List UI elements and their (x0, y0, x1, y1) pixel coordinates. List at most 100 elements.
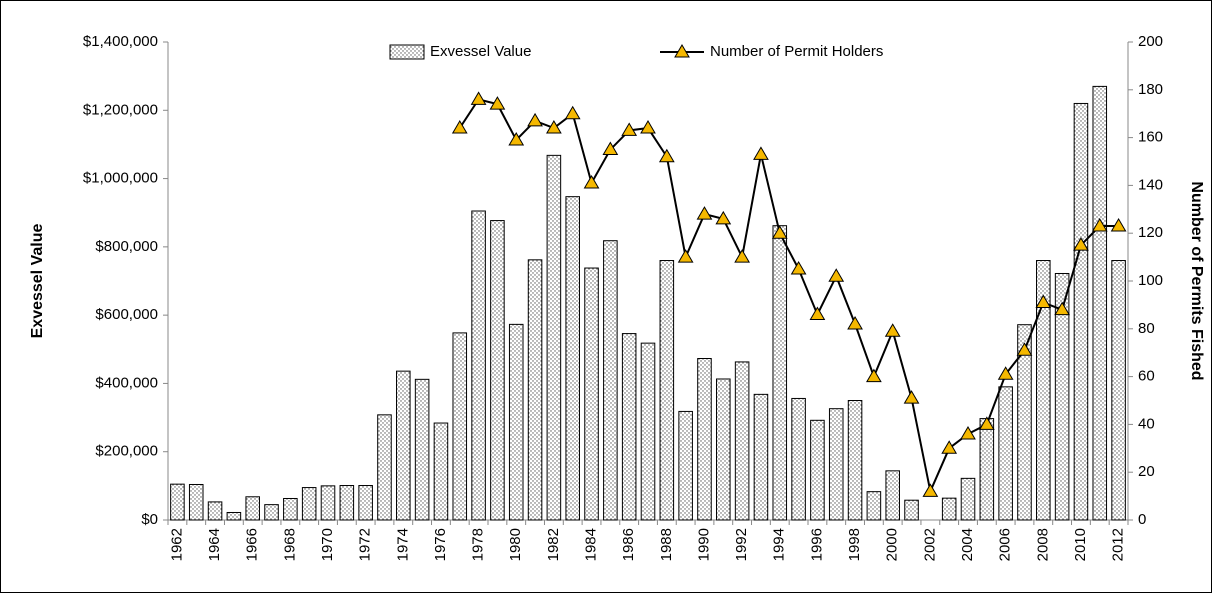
marker (546, 120, 562, 134)
y2-tick-label: 100 (1138, 272, 1163, 289)
bar (885, 470, 900, 521)
bar (264, 504, 279, 521)
bar (659, 260, 675, 521)
legend-marker (674, 44, 690, 58)
bar (283, 497, 298, 521)
bar (414, 378, 430, 521)
bar (339, 485, 355, 521)
y2-tick-label: 40 (1138, 415, 1155, 432)
bar (904, 499, 919, 521)
marker (790, 261, 807, 275)
bar (471, 210, 486, 521)
marker (621, 122, 638, 136)
marker (451, 120, 468, 134)
marker (997, 366, 1014, 380)
bar (207, 501, 223, 521)
y2-tick-label: 180 (1138, 81, 1163, 98)
bar (490, 220, 505, 521)
x-tick-label: 1962 (168, 528, 185, 561)
bar (358, 485, 373, 521)
x-tick-label: 1974 (394, 528, 411, 561)
y2-axis-title: Number of Permits Fished (1188, 181, 1205, 380)
marker (696, 206, 713, 220)
marker (1091, 218, 1108, 232)
x-tick-label: 1992 (733, 528, 750, 561)
marker (828, 268, 845, 282)
marker (1016, 342, 1033, 356)
x-tick-label: 1988 (658, 528, 675, 561)
marker (658, 148, 675, 163)
y2-tick-label: 0 (1138, 511, 1146, 528)
y2-tick-label: 20 (1138, 463, 1155, 480)
bar (621, 333, 637, 521)
marker (903, 390, 920, 404)
x-tick-label: 2008 (1034, 528, 1051, 561)
bar (1073, 102, 1089, 521)
marker (866, 368, 882, 383)
x-tick-label: 1982 (545, 528, 562, 561)
bar (433, 422, 449, 521)
marker (583, 175, 600, 189)
bar (226, 511, 242, 521)
x-tick-label: 2006 (997, 528, 1014, 561)
bar (1054, 272, 1070, 521)
legend-swatch (389, 44, 425, 60)
marker (1035, 294, 1052, 309)
x-tick-label: 1972 (357, 528, 374, 561)
y-tick-label: $0 (141, 511, 158, 528)
bar (979, 418, 995, 521)
bar (1111, 260, 1126, 521)
marker (771, 225, 788, 239)
y2-tick-label: 160 (1138, 129, 1163, 146)
bar (377, 414, 392, 521)
bar (301, 487, 317, 521)
marker (734, 249, 750, 263)
marker (941, 440, 958, 454)
bar (546, 154, 562, 521)
bar (810, 419, 825, 521)
bar (603, 240, 618, 521)
x-tick-label: 2012 (1110, 528, 1127, 561)
marker (715, 210, 732, 225)
bar (941, 497, 957, 521)
bar (866, 491, 882, 521)
bar (753, 393, 769, 521)
bar (527, 259, 543, 521)
y-tick-label: $200,000 (95, 443, 158, 460)
bar (1017, 324, 1032, 521)
marker (602, 141, 619, 156)
y-tick-label: $400,000 (95, 374, 158, 391)
bar (960, 477, 976, 521)
marker (470, 91, 487, 105)
y2-tick-label: 140 (1138, 176, 1163, 193)
marker (753, 146, 769, 160)
y-tick-label: $800,000 (95, 238, 158, 255)
x-tick-label: 1984 (582, 528, 599, 561)
bar (508, 323, 524, 521)
x-tick-label: 1980 (507, 528, 524, 561)
bar (1036, 260, 1051, 521)
y-axis-title: Exvessel Value (29, 224, 46, 339)
x-tick-label: 2010 (1072, 528, 1089, 561)
bar (697, 358, 712, 521)
bar (396, 370, 411, 521)
bar (791, 397, 806, 521)
marker (1073, 237, 1089, 251)
marker (640, 120, 656, 134)
bar (584, 267, 599, 521)
bar (320, 485, 336, 521)
bar (188, 483, 204, 521)
x-tick-label: 1978 (470, 528, 487, 561)
y-tick-label: $1,000,000 (83, 170, 158, 187)
bar (565, 196, 580, 521)
marker (922, 483, 939, 497)
x-tick-label: 1994 (771, 528, 788, 561)
bar (170, 483, 185, 521)
x-tick-label: 2000 (884, 528, 901, 561)
x-tick-label: 1996 (808, 528, 825, 561)
y-tick-label: $1,400,000 (83, 33, 158, 50)
marker (527, 112, 543, 127)
x-tick-label: 2004 (959, 528, 976, 561)
bar (1092, 85, 1108, 521)
marker (489, 96, 506, 110)
